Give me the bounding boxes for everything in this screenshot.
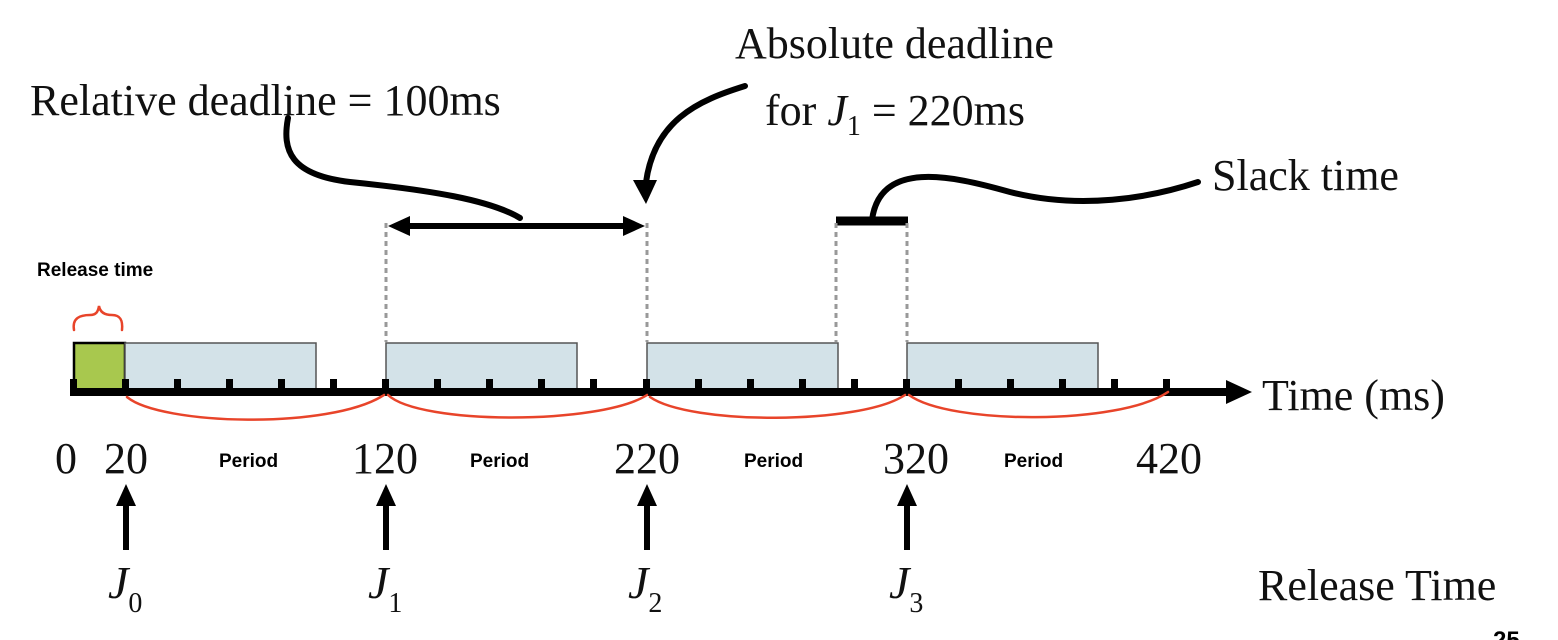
absolute-deadline-for: for (765, 86, 827, 135)
job-label-j2: J2 (628, 557, 662, 619)
time-axis-arrowhead (1226, 380, 1252, 404)
job-j1-name: J (368, 557, 391, 608)
tick-80 (278, 379, 285, 392)
tick-420 (1163, 379, 1170, 392)
page-number: 25 (1493, 627, 1520, 640)
tick-360 (1007, 379, 1014, 392)
tick-label-120: 120 (352, 434, 418, 483)
period-arc-1 (125, 393, 386, 421)
period-label-4: Period (1004, 451, 1063, 472)
tick-label-420: 420 (1136, 434, 1202, 483)
tick-140 (434, 379, 441, 392)
absolute-deadline-job-sub: 1 (847, 111, 861, 142)
tick-160 (486, 379, 493, 392)
tick-280 (799, 379, 806, 392)
tick-120 (382, 379, 389, 392)
execution-box-j0 (124, 342, 317, 392)
period-arcs (125, 390, 1170, 421)
tick-260 (747, 379, 754, 392)
period-arc-4 (907, 390, 1170, 419)
job-j2-sub: 2 (648, 588, 662, 619)
job-j1-sub: 1 (388, 588, 402, 619)
tick-20 (122, 379, 129, 392)
job-label-j1: J1 (368, 557, 402, 619)
tick-0 (70, 379, 77, 392)
job-j3-sub: 3 (909, 588, 923, 619)
tick-320 (903, 379, 910, 392)
relative-deadline-leader (283, 115, 523, 221)
relative-deadline-arrow-left (388, 216, 410, 236)
absolute-deadline-arrowhead (633, 180, 657, 204)
release-arrow-j2-head (637, 484, 657, 506)
tick-label-0: 0 (55, 434, 77, 483)
release-arrow-j1-head (376, 484, 396, 506)
execution-box-j1 (385, 342, 578, 392)
time-axis-ticks (70, 379, 1170, 392)
release-time-handwritten-label: Release time (37, 260, 153, 281)
tick-380 (1059, 379, 1066, 392)
relative-deadline-label: Relative deadline = 100ms (30, 76, 501, 125)
execution-box-j2 (646, 342, 839, 392)
job-j3-name: J (889, 557, 912, 608)
absolute-deadline-value: = 220ms (861, 86, 1025, 135)
release-time-row-label: Release Time (1258, 561, 1496, 610)
tick-label-20: 20 (104, 434, 148, 483)
job-j0-name: J (108, 557, 131, 608)
execution-box-j3 (906, 342, 1099, 392)
tick-300 (851, 379, 858, 392)
tick-220 (643, 379, 650, 392)
absolute-deadline-job: J (827, 86, 849, 135)
tick-240 (695, 379, 702, 392)
period-label-3: Period (744, 451, 803, 472)
release-arrows (116, 484, 917, 550)
period-label-1: Period (219, 451, 278, 472)
tick-100 (330, 379, 337, 392)
absolute-deadline-label: Absolute deadline (735, 19, 1054, 68)
guide-lines (384, 223, 909, 342)
tick-label-220: 220 (614, 434, 680, 483)
tick-400 (1111, 379, 1118, 392)
release-arrow-j3-head (897, 484, 917, 506)
relative-deadline-arrow-right (623, 216, 645, 236)
time-axis-label: Time (ms) (1262, 371, 1445, 420)
job-j0-sub: 0 (128, 588, 142, 619)
release-arrow-j0-head (116, 484, 136, 506)
release-time-box (72, 341, 127, 393)
job-label-j3: J3 (889, 557, 923, 619)
tick-340 (955, 379, 962, 392)
job-label-j0: J0 (108, 557, 142, 619)
absolute-deadline-for-label: for J1 = 220ms (765, 86, 1025, 142)
period-arc-3 (648, 393, 907, 419)
period-label-2: Period (470, 451, 529, 472)
job-j2-name: J (628, 557, 651, 608)
tick-200 (590, 379, 597, 392)
tick-label-320: 320 (883, 434, 949, 483)
tick-40 (174, 379, 181, 392)
absolute-deadline-leader (642, 83, 748, 195)
period-arc-2 (386, 393, 649, 419)
slack-time-label: Slack time (1212, 151, 1399, 200)
tick-60 (226, 379, 233, 392)
tick-180 (538, 379, 545, 392)
release-time-brace (72, 305, 124, 332)
slack-time-leader (869, 173, 1201, 223)
